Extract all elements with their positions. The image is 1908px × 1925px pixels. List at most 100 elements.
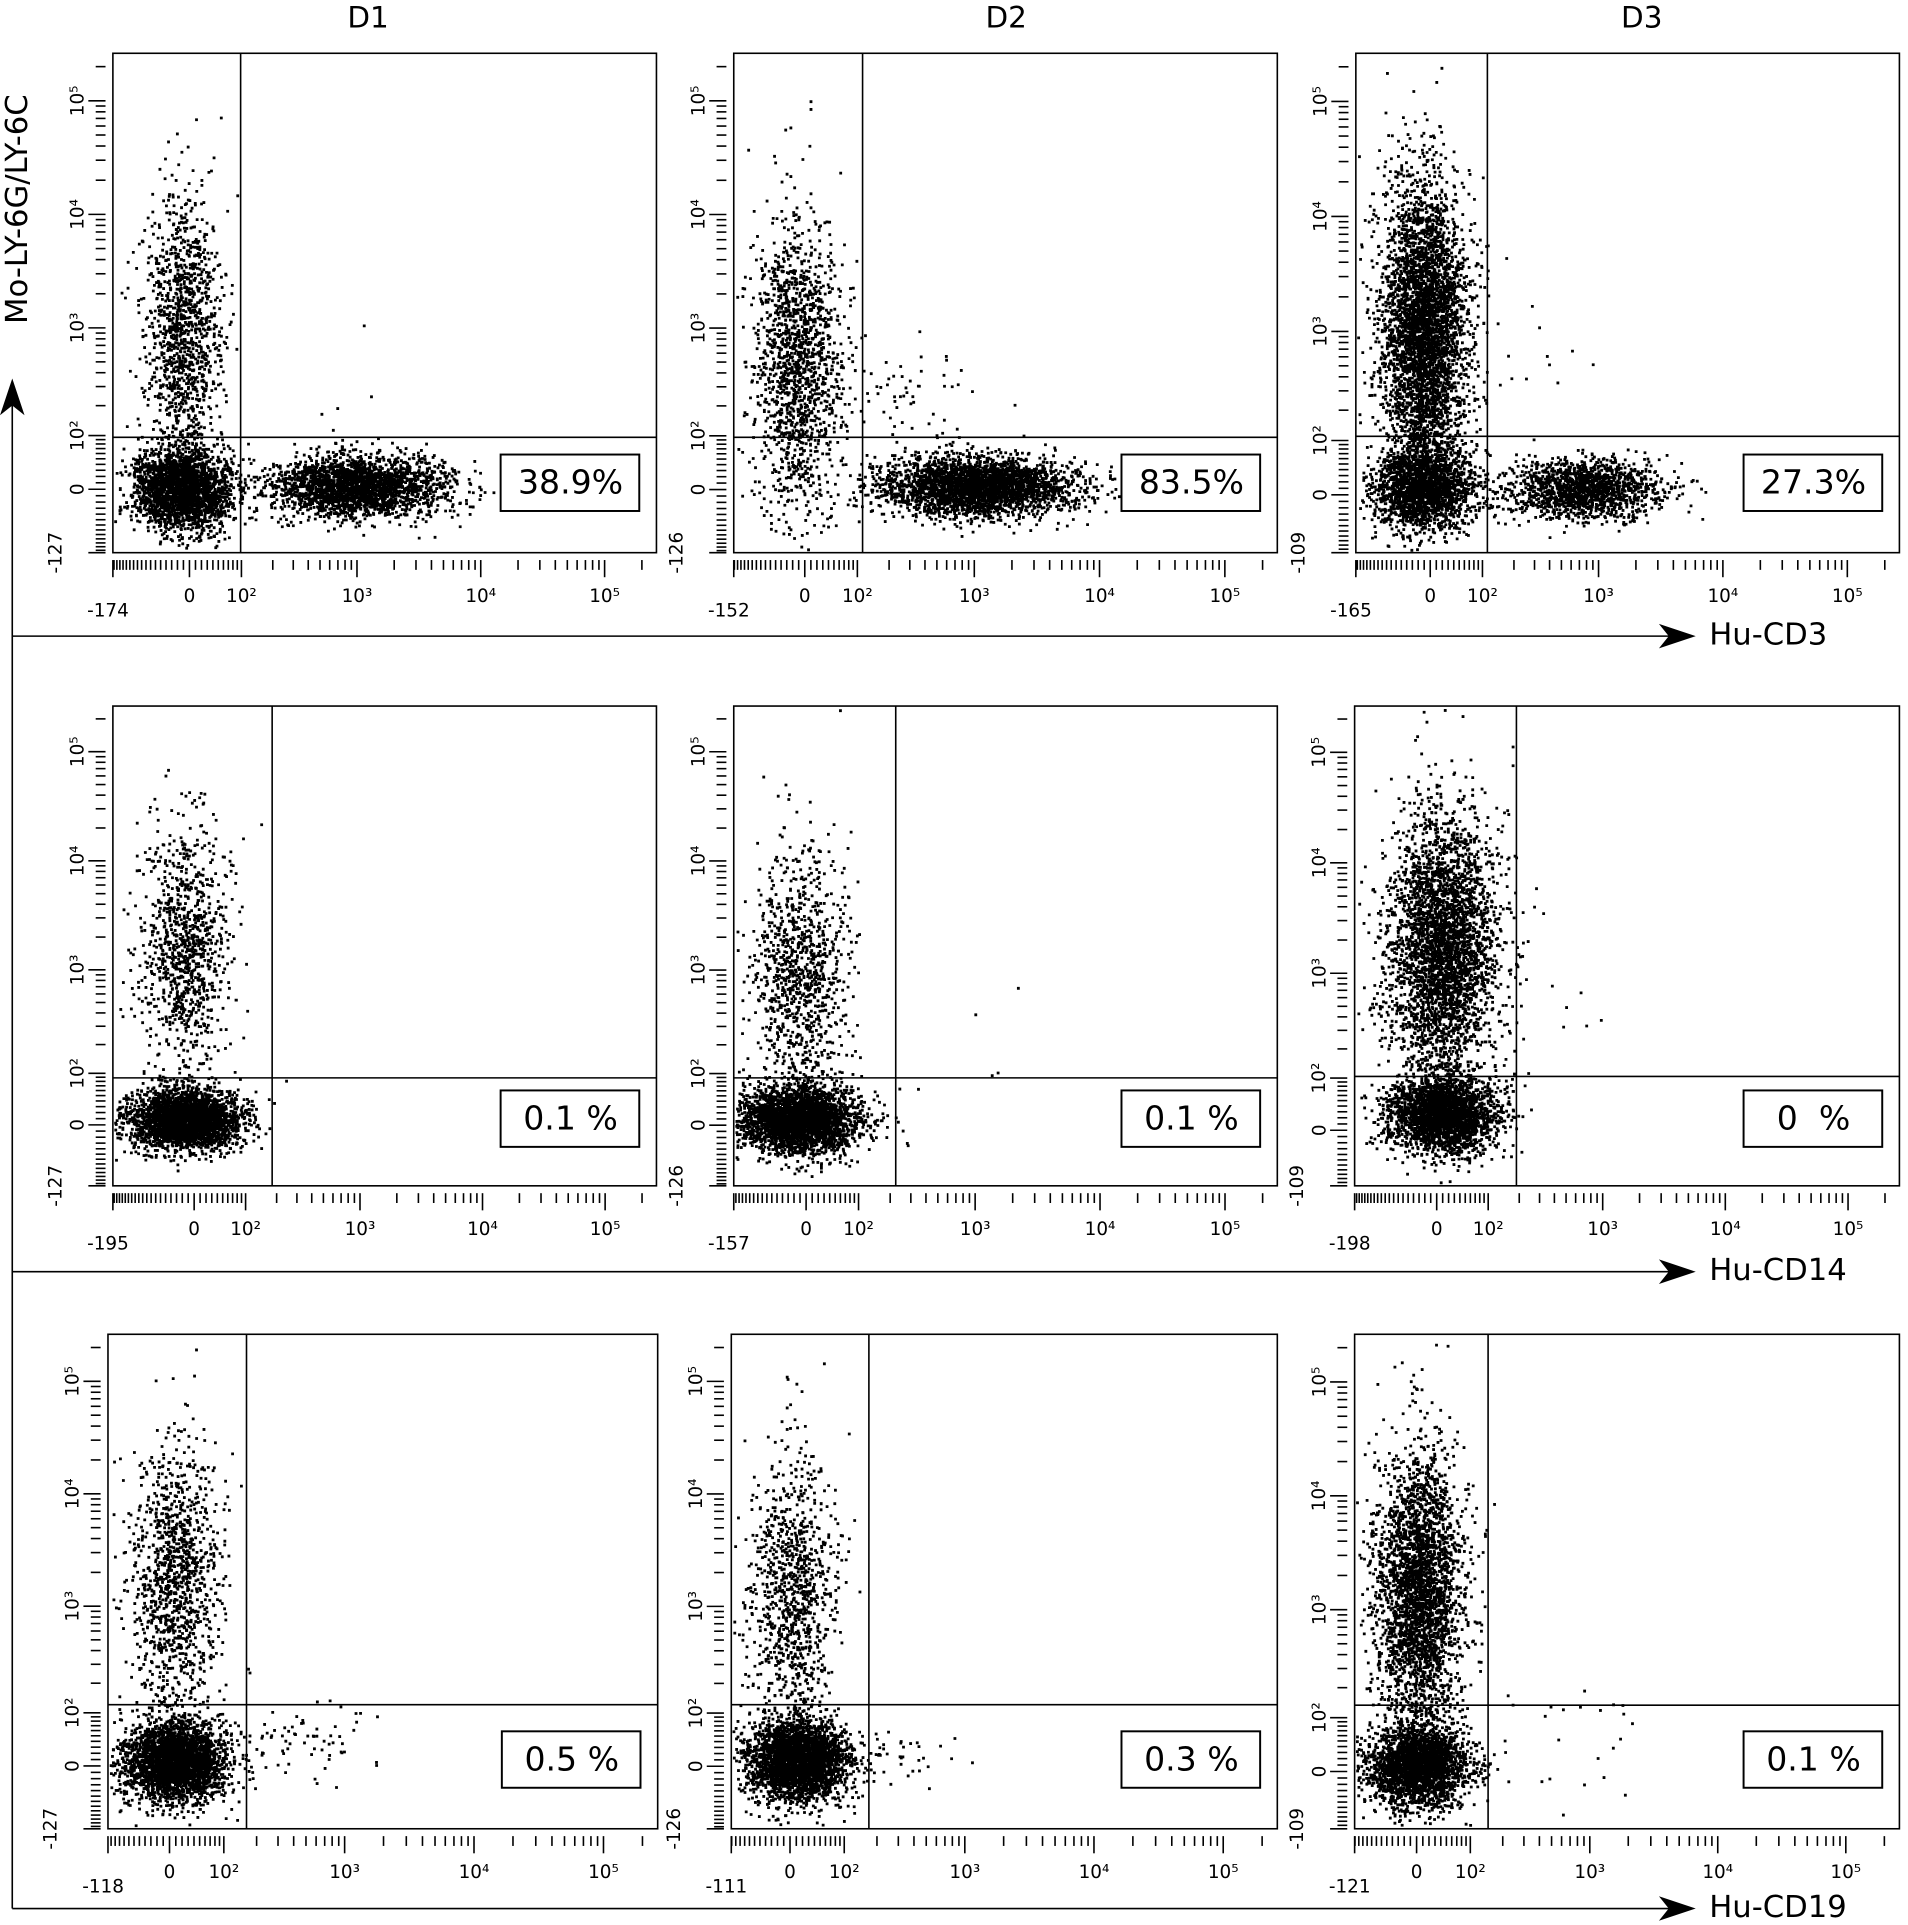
x-tick-label: 10³ <box>949 1862 980 1883</box>
x-tick-label: 10³ <box>345 1219 376 1240</box>
x-tick-label: 10³ <box>1583 586 1614 607</box>
event-cloud <box>735 709 1020 1178</box>
y-tick-label: 10³ <box>688 955 709 986</box>
quadrant-percent: 0.1 % <box>1144 1098 1239 1137</box>
x-tick-label: -174 <box>87 601 129 622</box>
x-tick-label: 0 <box>164 1862 176 1883</box>
x-axis-label: Hu-CD3 <box>1709 618 1827 653</box>
quadrant-box <box>499 453 641 512</box>
quadrant-box <box>1120 1730 1262 1789</box>
plot-frame <box>730 1333 1279 1830</box>
y-tick-label: 10⁵ <box>1309 737 1330 768</box>
y-tick-label: 10² <box>686 1698 707 1729</box>
quadrant-box <box>1742 1089 1884 1148</box>
x-tick-label: -118 <box>82 1877 124 1898</box>
event-cloud <box>1357 66 1708 552</box>
event-cloud <box>109 1348 379 1828</box>
x-tick-label: 10⁵ <box>1210 1219 1241 1240</box>
y-tick-label: 10³ <box>1309 958 1330 989</box>
x-tick-label: 10⁴ <box>1084 586 1115 607</box>
x-tick-label: 10⁵ <box>1832 586 1863 607</box>
x-tick-label: 0 <box>188 1219 200 1240</box>
x-tick-label: 10⁵ <box>1833 1219 1864 1240</box>
y-arrow-head <box>0 378 25 416</box>
quadrant-box <box>1742 1730 1884 1789</box>
x-tick-label: 10² <box>230 1219 261 1240</box>
y-tick-label: 10³ <box>688 313 709 344</box>
x-tick-label: -157 <box>708 1234 750 1255</box>
y-tick-label: 10⁴ <box>63 1478 84 1509</box>
event-cloud <box>1355 1343 1769 1827</box>
x-tick-label: 10⁵ <box>1830 1862 1861 1883</box>
x-tick-label: 10³ <box>1587 1219 1618 1240</box>
x-tick-label: 10⁴ <box>1085 1219 1116 1240</box>
x-tick-label: 10⁴ <box>465 586 496 607</box>
x-arrow-head <box>1658 623 1696 649</box>
x-tick-label: -198 <box>1329 1234 1371 1255</box>
y-tick-label: 0 <box>1310 489 1331 501</box>
quadrant-percent: 0.1 % <box>523 1098 618 1137</box>
quadrant-percent: 0 % <box>1777 1098 1851 1137</box>
x-tick-label: 10² <box>208 1862 239 1883</box>
x-tick-label: 10³ <box>342 586 373 607</box>
y-tick-label: 10⁵ <box>68 736 89 767</box>
y-axis-label: Mo-LY-6G/LY-6C <box>0 94 35 324</box>
x-tick-label: -165 <box>1330 601 1372 622</box>
y-tick-label: 0 <box>688 1119 709 1131</box>
y-tick-label: 0 <box>63 1760 84 1772</box>
x-tick-label: 10⁵ <box>590 1219 621 1240</box>
x-tick-label: 10⁴ <box>467 1219 498 1240</box>
y-tick-label: 10⁴ <box>68 845 89 876</box>
y-tick-label: -109 <box>1287 1808 1308 1850</box>
x-tick-label: -152 <box>708 601 750 622</box>
plot-frame <box>107 1333 659 1830</box>
column-title: D3 <box>1621 0 1662 34</box>
plot-frame <box>1353 705 1901 1187</box>
plot-frame <box>1353 1333 1901 1830</box>
y-tick-label: 10⁴ <box>1310 201 1331 232</box>
x-tick-label: 10⁴ <box>1079 1862 1110 1883</box>
quadrant-percent: 0.5 % <box>524 1739 619 1778</box>
y-tick-label: 10² <box>68 1058 89 1089</box>
y-tick-label: 10² <box>688 1058 709 1089</box>
quadrant-percent: 0.1 % <box>1766 1739 1861 1778</box>
quadrant-percent: 27.3% <box>1761 462 1866 501</box>
y-tick-label: 10⁴ <box>688 846 709 877</box>
y-tick-label: 10² <box>1309 1702 1330 1733</box>
x-tick-label: 10⁴ <box>1702 1862 1733 1883</box>
y-tick-label: 10⁴ <box>686 1479 707 1510</box>
y-tick-label: 0 <box>68 1119 89 1131</box>
y-tick-label: 10² <box>1309 1063 1330 1094</box>
x-arrow-head <box>1658 1259 1696 1284</box>
x-axis-label: Hu-CD14 <box>1709 1253 1847 1288</box>
y-tick-label: -127 <box>41 1808 62 1850</box>
x-tick-label: 10⁵ <box>1208 1862 1239 1883</box>
y-tick-label: 10⁵ <box>1309 1367 1330 1398</box>
y-tick-label: -126 <box>666 532 687 574</box>
y-tick-label: 10⁵ <box>68 85 89 116</box>
x-tick-label: 10² <box>1455 1862 1486 1883</box>
x-tick-label: 0 <box>1411 1862 1423 1883</box>
x-tick-label: -195 <box>87 1234 129 1255</box>
y-tick-label: 10⁴ <box>1309 847 1330 878</box>
x-tick-label: 10⁴ <box>1710 1219 1741 1240</box>
y-tick-label: 10³ <box>1309 1594 1330 1625</box>
column-title: D1 <box>347 0 388 34</box>
quadrant-box <box>500 1730 642 1789</box>
y-tick-label: 10³ <box>68 312 89 343</box>
y-tick-label: 10⁵ <box>63 1366 84 1397</box>
quadrant-percent: 0.3 % <box>1144 1739 1239 1778</box>
y-tick-label: 10⁴ <box>68 199 89 230</box>
y-tick-label: -126 <box>664 1808 685 1850</box>
y-tick-label: 10³ <box>686 1591 707 1622</box>
x-tick-label: 10² <box>1473 1219 1504 1240</box>
y-tick-label: -126 <box>666 1165 687 1207</box>
x-arrow-head <box>1658 1896 1696 1921</box>
x-tick-label: 10⁴ <box>459 1862 490 1883</box>
plot-frame <box>732 705 1279 1187</box>
y-tick-label: -109 <box>1287 1165 1308 1207</box>
quadrant-percent: 38.9% <box>518 462 623 501</box>
quadrant-box <box>1120 1089 1262 1148</box>
x-tick-label: 10² <box>842 586 873 607</box>
